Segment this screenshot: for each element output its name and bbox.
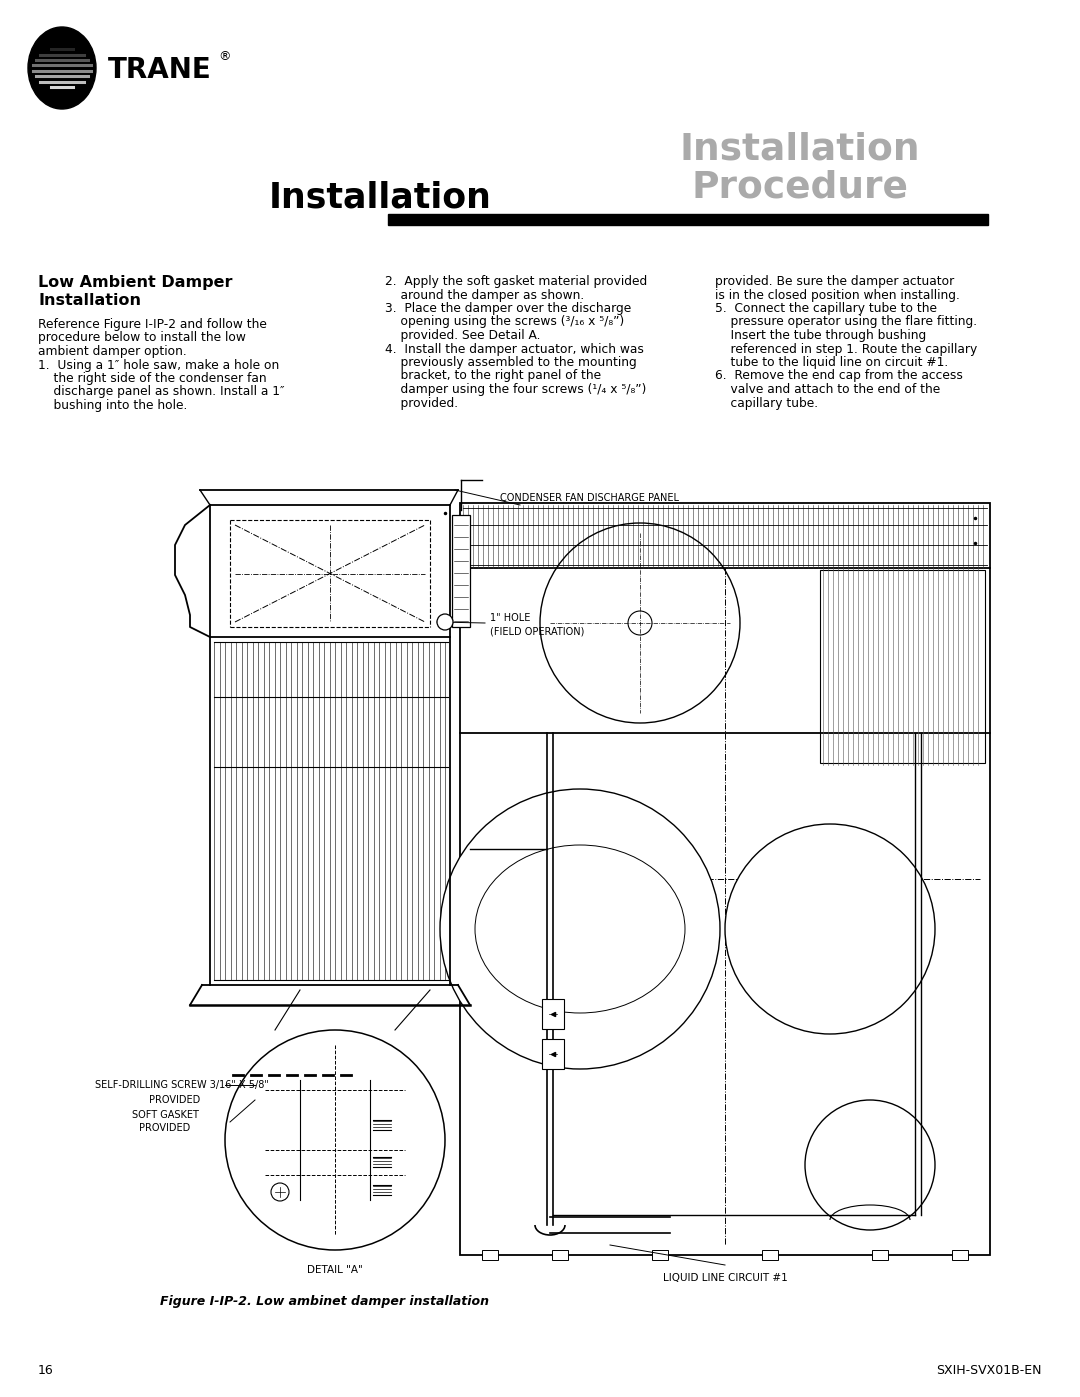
Circle shape [440, 789, 720, 1069]
Text: Installation: Installation [269, 182, 491, 215]
Bar [542, 1039, 564, 1069]
Text: referenced in step 1. Route the capillary: referenced in step 1. Route the capillar… [715, 342, 977, 355]
Text: (FIELD OPERATION): (FIELD OPERATION) [490, 626, 584, 636]
Bar [542, 999, 564, 1030]
Text: provided.: provided. [384, 397, 458, 409]
Text: Low Ambient Damper: Low Ambient Damper [38, 275, 232, 291]
Text: previously assembled to the mounting: previously assembled to the mounting [384, 356, 637, 369]
Text: LIQUID LINE CIRCUIT #1: LIQUID LINE CIRCUIT #1 [663, 1273, 787, 1282]
Bar [951, 1250, 968, 1260]
Text: tube to the liquid line on circuit #1.: tube to the liquid line on circuit #1. [715, 356, 948, 369]
Bar [552, 1250, 568, 1260]
Bar [652, 1250, 669, 1260]
Bar [460, 503, 990, 1255]
Text: CONDENSER FAN DISCHARGE PANEL: CONDENSER FAN DISCHARGE PANEL [500, 493, 679, 503]
Text: bushing into the hole.: bushing into the hole. [38, 400, 187, 412]
Text: SXIH-SVX01B-EN: SXIH-SVX01B-EN [936, 1363, 1042, 1376]
Text: procedure below to install the low: procedure below to install the low [38, 331, 246, 345]
Text: PROVIDED: PROVIDED [149, 1095, 201, 1105]
Text: 1" HOLE: 1" HOLE [490, 613, 530, 623]
Text: 1.  Using a 1″ hole saw, make a hole on: 1. Using a 1″ hole saw, make a hole on [38, 359, 280, 372]
Text: around the damper as shown.: around the damper as shown. [384, 289, 584, 302]
Text: 6.  Remove the end cap from the access: 6. Remove the end cap from the access [715, 369, 963, 383]
Bar [820, 570, 985, 763]
Text: TRANE: TRANE [108, 56, 212, 84]
Bar [872, 1250, 888, 1260]
Circle shape [271, 1183, 289, 1201]
Text: capillary tube.: capillary tube. [715, 397, 819, 409]
Bar [388, 214, 988, 225]
Text: ®: ® [218, 50, 230, 63]
Text: 3.  Place the damper over the discharge: 3. Place the damper over the discharge [384, 302, 631, 314]
Text: is in the closed position when installing.: is in the closed position when installin… [715, 289, 960, 302]
Text: damper using the four screws (¹/₄ x ⁵/₈”): damper using the four screws (¹/₄ x ⁵/₈”… [384, 383, 646, 395]
Text: SELF-DRILLING SCREW 3/16" X 5/8": SELF-DRILLING SCREW 3/16" X 5/8" [95, 1080, 269, 1090]
Text: 2.  Apply the soft gasket material provided: 2. Apply the soft gasket material provid… [384, 275, 647, 288]
Text: valve and attach to the end of the: valve and attach to the end of the [715, 383, 941, 395]
Text: Figure I-IP-2. Low ambinet damper installation: Figure I-IP-2. Low ambinet damper instal… [160, 1295, 489, 1308]
Text: 5.  Connect the capillary tube to the: 5. Connect the capillary tube to the [715, 302, 937, 314]
Bar [762, 1250, 778, 1260]
Circle shape [225, 1030, 445, 1250]
Text: Insert the tube through bushing: Insert the tube through bushing [715, 330, 927, 342]
Ellipse shape [28, 27, 96, 109]
Text: Procedure: Procedure [691, 170, 908, 205]
Text: provided. See Detail A.: provided. See Detail A. [384, 330, 540, 342]
Bar [453, 515, 470, 627]
Text: Installation: Installation [679, 131, 920, 168]
Bar [482, 1250, 498, 1260]
Text: opening using the screws (³/₁₆ x ⁵/₈”): opening using the screws (³/₁₆ x ⁵/₈”) [384, 316, 624, 328]
Circle shape [437, 615, 453, 630]
Text: bracket, to the right panel of the: bracket, to the right panel of the [384, 369, 602, 383]
Text: SOFT GASKET: SOFT GASKET [132, 1111, 199, 1120]
Text: 4.  Install the damper actuator, which was: 4. Install the damper actuator, which wa… [384, 342, 644, 355]
Text: provided. Be sure the damper actuator: provided. Be sure the damper actuator [715, 275, 955, 288]
Text: DETAIL "A": DETAIL "A" [307, 1266, 363, 1275]
Text: Installation: Installation [38, 293, 141, 307]
Text: Reference Figure I-IP-2 and follow the: Reference Figure I-IP-2 and follow the [38, 319, 267, 331]
Text: pressure operator using the flare fitting.: pressure operator using the flare fittin… [715, 316, 977, 328]
Text: PROVIDED: PROVIDED [139, 1123, 191, 1133]
Text: the right side of the condenser fan: the right side of the condenser fan [38, 372, 267, 386]
Text: 16: 16 [38, 1363, 54, 1376]
Text: ambient damper option.: ambient damper option. [38, 345, 187, 358]
Text: discharge panel as shown. Install a 1″: discharge panel as shown. Install a 1″ [38, 386, 285, 398]
Circle shape [725, 824, 935, 1034]
Circle shape [805, 1099, 935, 1229]
